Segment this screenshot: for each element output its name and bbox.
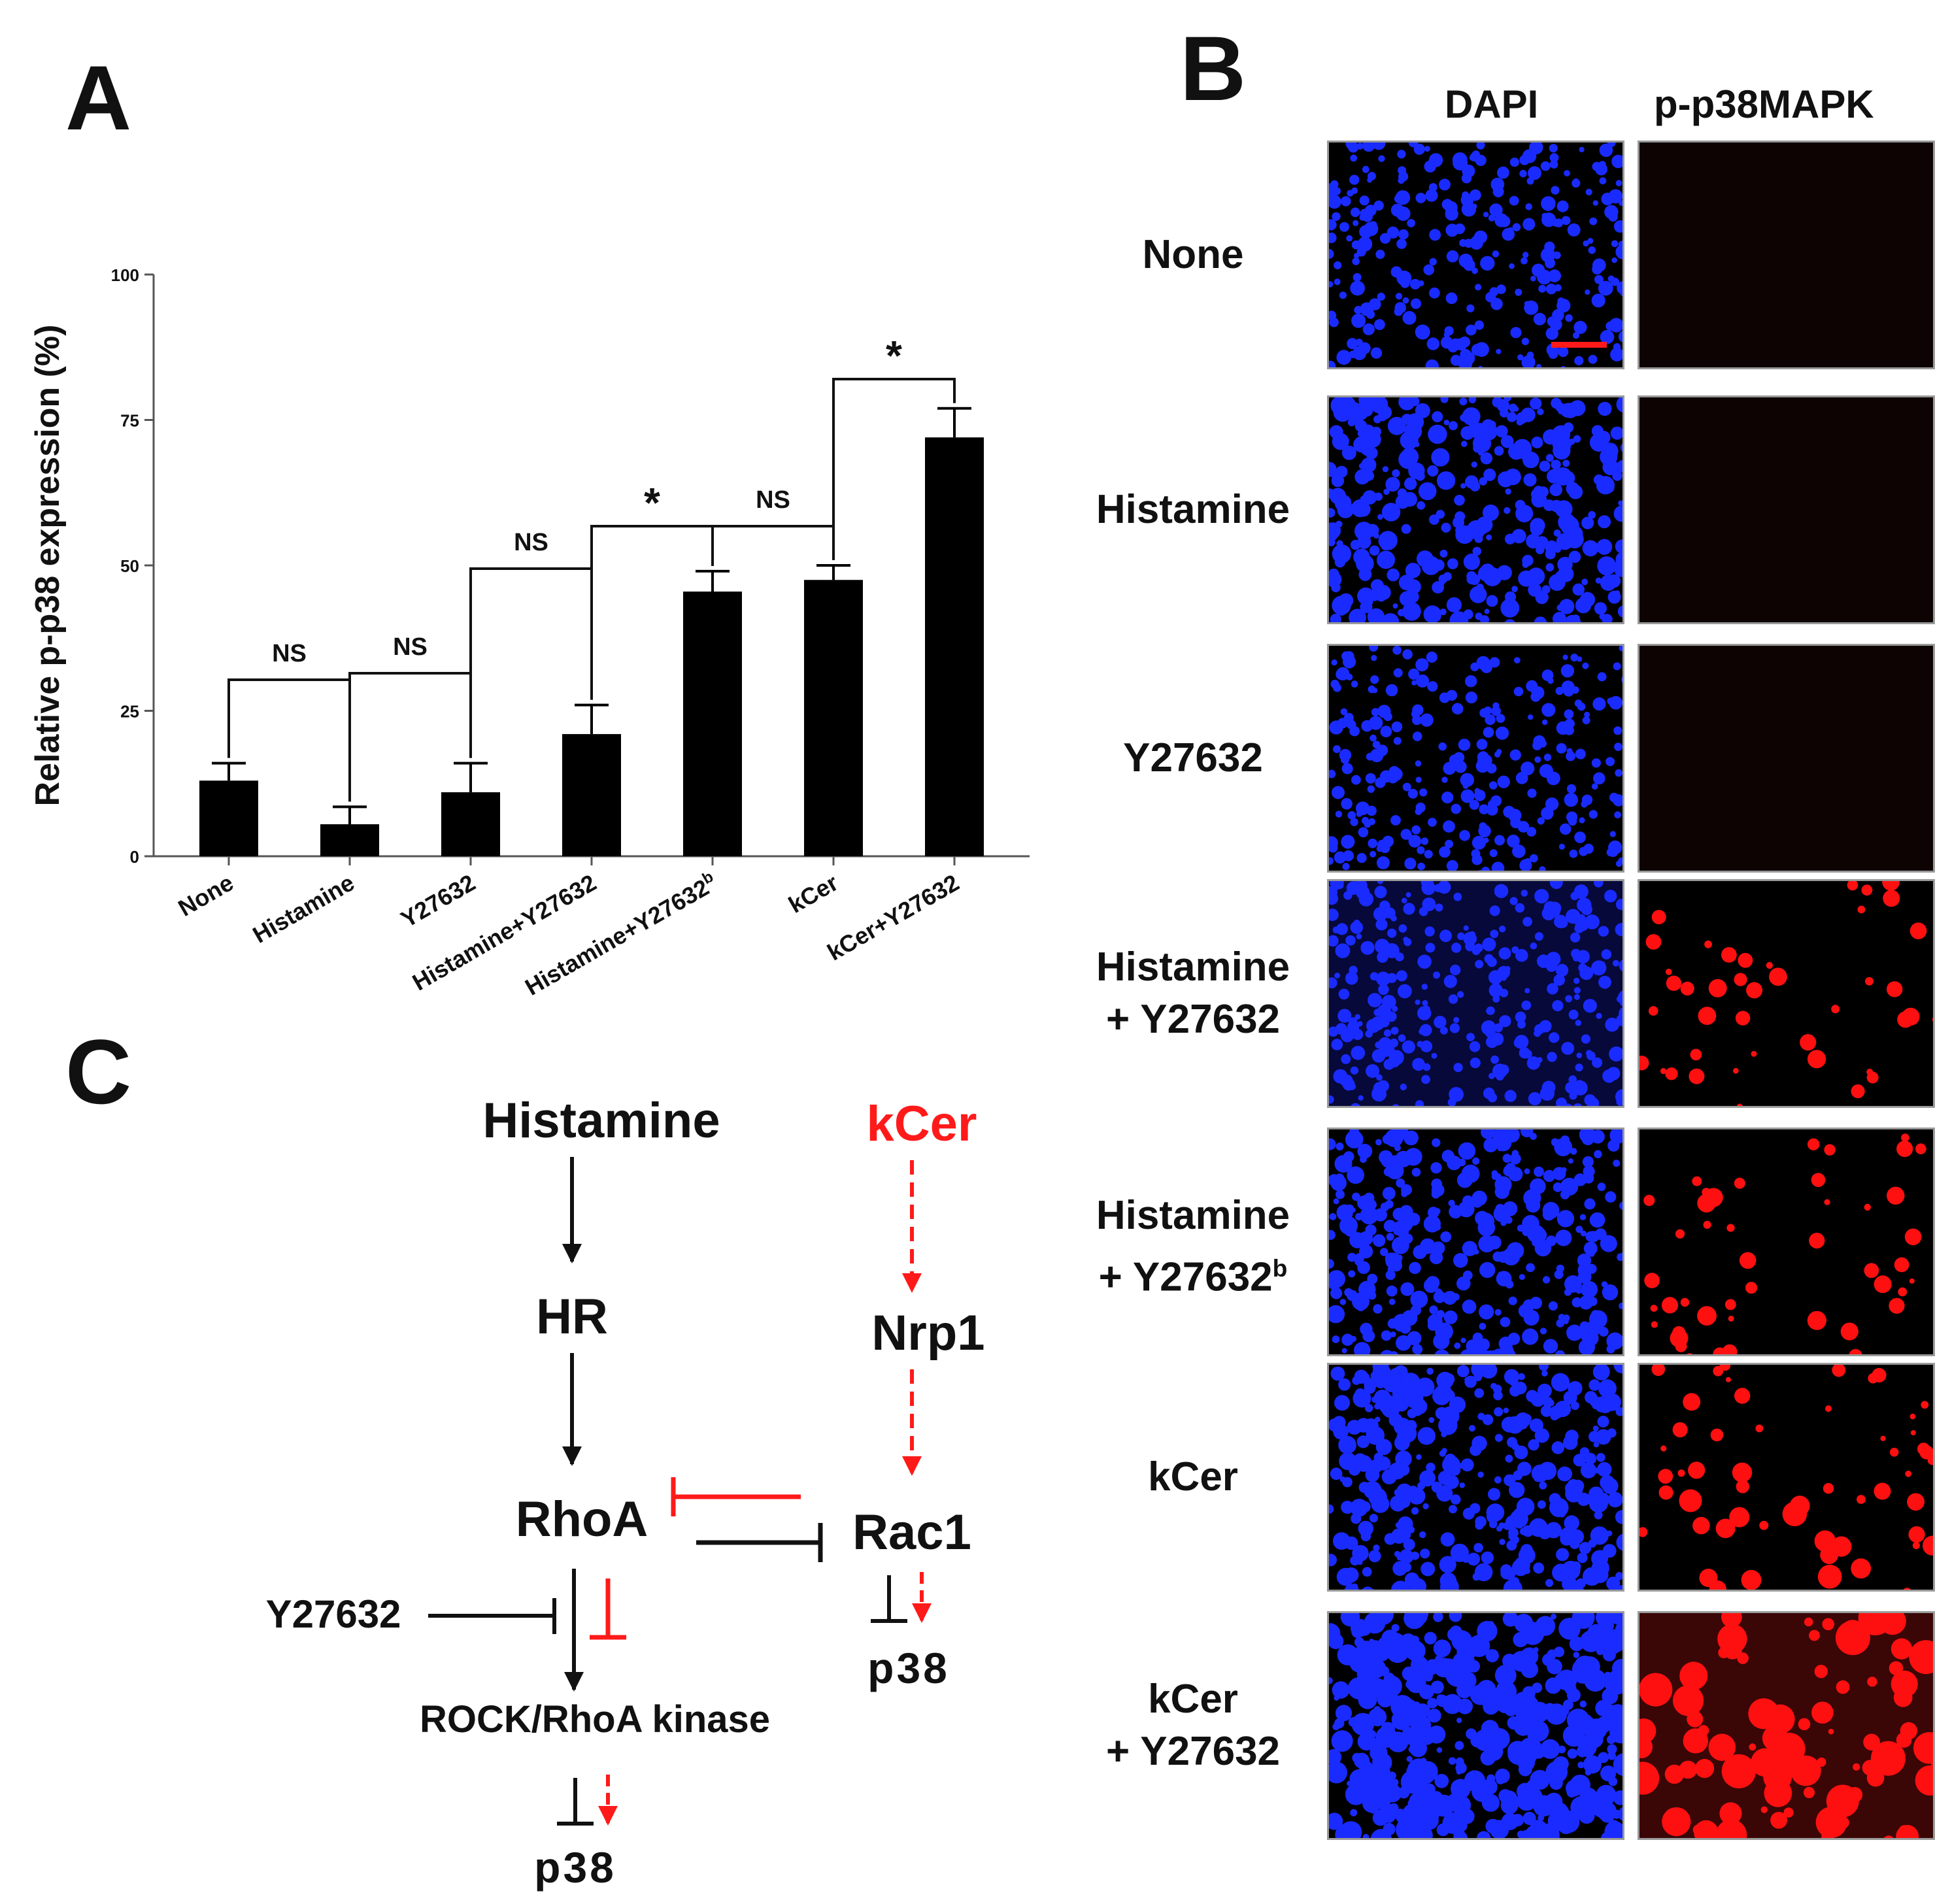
comparison-bracket <box>348 672 472 802</box>
panel-label-a: A <box>65 46 132 149</box>
bar <box>925 437 984 856</box>
comparison-label: NS <box>272 640 307 667</box>
pp38-column-header: p-p38MAPK <box>1654 82 1874 126</box>
category-label: Y27632 <box>396 869 480 933</box>
dapi-image <box>1327 644 1624 873</box>
dapi-column-header: DAPI <box>1445 82 1539 126</box>
inhibit-rac1-rhoa <box>671 1477 801 1516</box>
row-label-line: None <box>1142 232 1244 277</box>
bar-chart: 0 25 50 75 100 Relative p-p38 expression (%) N… <box>29 265 1030 1001</box>
comparison-bracket <box>832 378 956 560</box>
bar <box>562 734 621 856</box>
comparison-label: NS <box>514 529 548 556</box>
row-label-line: + Y27632 <box>1105 997 1281 1042</box>
pp38-image <box>1638 1611 1935 1840</box>
node-p38-right: p38 <box>867 1644 950 1692</box>
row-label: kCer + Y27632 <box>1056 1673 1330 1778</box>
dapi-image <box>1327 1127 1624 1356</box>
node-nrp1: Nrp1 <box>871 1305 984 1361</box>
row-label-line: + Y27632b <box>1098 1254 1288 1300</box>
category-label: Histamine <box>248 869 359 948</box>
row-label-line: Histamine <box>1096 944 1290 990</box>
pp38-image <box>1638 879 1935 1108</box>
category-label: Histamine+Y27632b <box>520 868 722 1001</box>
row-label-superscript: b <box>1272 1254 1288 1282</box>
node-p38-left: p38 <box>534 1843 616 1892</box>
node-rock: ROCK/RhoA kinase <box>420 1698 770 1741</box>
bar <box>320 824 379 856</box>
row-label: kCer <box>1056 1451 1330 1503</box>
row-label-line: Y27632 <box>1123 735 1263 780</box>
comparison-bracket <box>711 525 835 566</box>
row-label-line: kCer <box>1148 1677 1238 1722</box>
row-label: None <box>1056 229 1330 281</box>
panel-label-b: B <box>1180 17 1247 120</box>
comparison-label: NS <box>393 633 428 661</box>
bar <box>199 780 258 856</box>
dapi-image <box>1327 1611 1624 1840</box>
dapi-image <box>1327 395 1624 624</box>
dapi-image <box>1327 879 1624 1108</box>
row-label-line: kCer <box>1148 1454 1238 1499</box>
comparison-bracket <box>469 567 593 758</box>
y-axis-label: Relative p-p38 expression (%) <box>29 325 67 807</box>
bar <box>804 580 863 856</box>
row-label: Histamine + Y27632b <box>1056 1190 1330 1304</box>
inhibit-black-rock-p38 <box>557 1778 594 1826</box>
comparison-label: * <box>886 332 902 379</box>
bar <box>441 792 500 856</box>
pp38-image <box>1638 395 1935 624</box>
row-label-line: + Y27632 <box>1105 1729 1281 1774</box>
node-rac1: Rac1 <box>852 1505 971 1560</box>
row-label: Histamine + Y27632 <box>1056 941 1330 1046</box>
inhibit-rhoa-rac1 <box>696 1523 823 1562</box>
comparison-label: NS <box>756 486 790 514</box>
category-superscript: b <box>699 868 716 888</box>
panel-label-c: C <box>65 1020 132 1123</box>
pp38-image <box>1638 1363 1935 1592</box>
y-tick-label: 100 <box>111 265 139 285</box>
node-hr: HR <box>536 1289 608 1344</box>
category-label: kCer <box>784 869 843 918</box>
pathway-diagram: Histamine kCer HR Nrp1 RhoA Rac1 Y27632 … <box>266 1093 985 1892</box>
row-label: Y27632 <box>1056 732 1330 784</box>
y-tick-label: 25 <box>120 702 139 722</box>
pp38-image <box>1638 141 1935 369</box>
dapi-image <box>1327 141 1624 369</box>
bar <box>683 592 742 856</box>
inhibit-red-rhoa-rock <box>590 1578 626 1640</box>
row-label: Histamine <box>1056 484 1330 536</box>
y-tick-label: 50 <box>120 556 139 576</box>
comparison-label: * <box>644 479 660 526</box>
node-histamine: Histamine <box>482 1093 720 1148</box>
node-rhoa: RhoA <box>516 1492 648 1547</box>
y-tick-label: 75 <box>120 411 139 431</box>
category-label: None <box>174 869 238 922</box>
pp38-image <box>1638 644 1935 873</box>
node-kcer: kCer <box>867 1096 977 1152</box>
inhibit-y27632-rock <box>428 1598 556 1634</box>
node-y27632: Y27632 <box>266 1592 401 1636</box>
pp38-image <box>1638 1127 1935 1356</box>
inhibit-black-rac1-p38 <box>871 1575 907 1623</box>
y-tick-label: 0 <box>130 847 139 867</box>
row-label-line: Histamine <box>1096 1193 1290 1238</box>
scale-bar <box>1551 342 1607 348</box>
dapi-image <box>1327 1363 1624 1592</box>
category-label: kCer+Y27632 <box>822 869 964 965</box>
row-label-line: Histamine <box>1096 487 1290 532</box>
